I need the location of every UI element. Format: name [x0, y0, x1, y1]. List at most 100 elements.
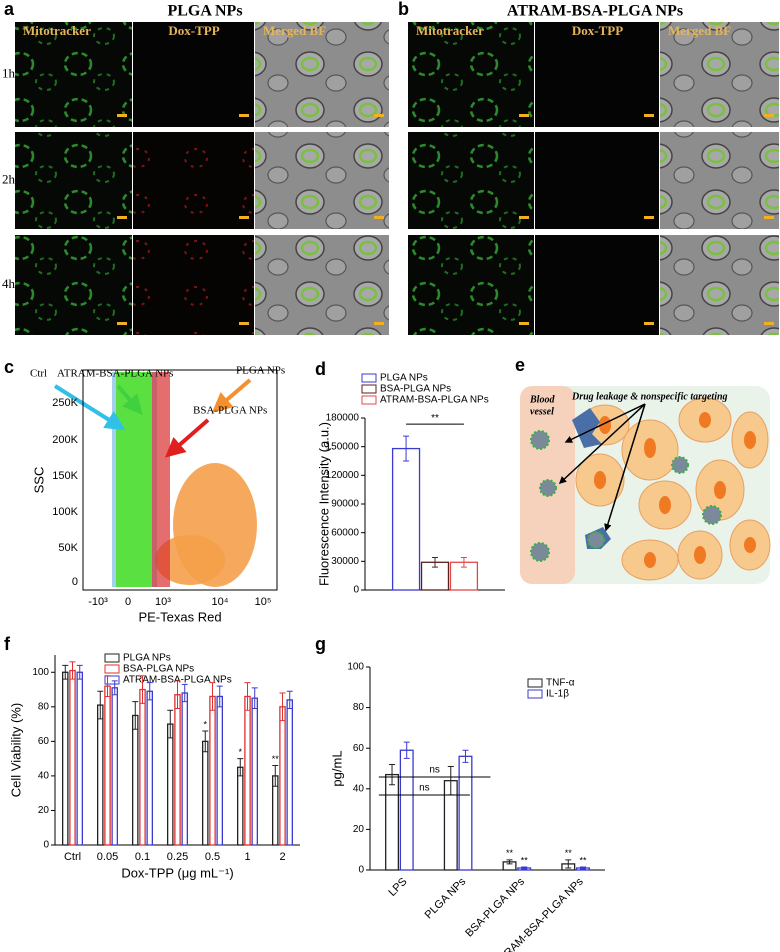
- x-tick-label: 0.25: [167, 851, 188, 863]
- x-tick-label: 0.05: [97, 851, 118, 863]
- legend-swatch: [527, 689, 543, 699]
- decoration: [644, 438, 656, 458]
- micrograph: [133, 132, 254, 229]
- decoration: [604, 403, 646, 532]
- error-bar: [251, 687, 258, 710]
- x-tick-label: 1: [244, 851, 250, 863]
- error-bar: [139, 675, 146, 704]
- significance: *: [239, 747, 243, 757]
- panel-letter: e: [515, 355, 525, 375]
- diagram-label: vessel: [530, 406, 554, 417]
- bar: [111, 687, 119, 846]
- legend-label: BSA-PLGA NPs: [123, 664, 194, 675]
- y-tick-label: 100: [32, 667, 49, 678]
- annotation: ATRAM-BSA-PLGA NPs: [57, 368, 173, 380]
- error-bar: [403, 741, 410, 759]
- error-bar: [237, 758, 244, 777]
- y-tick-label: 20: [353, 824, 365, 835]
- decoration: [530, 430, 550, 450]
- micrograph: [408, 132, 534, 229]
- scale-bar: [117, 114, 127, 117]
- y-axis-label: SSC: [31, 467, 46, 494]
- annotation: BSA-PLGA NPs: [193, 405, 267, 417]
- scale-bar: [239, 114, 249, 117]
- error-bar: [244, 682, 251, 711]
- error-bar: [209, 682, 216, 711]
- error-bar: [111, 680, 118, 696]
- x-axis-label: PE-Texas Red: [138, 609, 221, 624]
- bar: [385, 773, 400, 871]
- y-tick-label: 30000: [331, 556, 359, 567]
- y-tick-label: 0: [353, 585, 359, 596]
- bar: [279, 706, 286, 846]
- decoration: [714, 481, 726, 499]
- y-tick-label: 100: [347, 662, 364, 673]
- scale-bar: [239, 216, 249, 219]
- bar: [244, 695, 251, 846]
- micrograph: [15, 22, 132, 127]
- scale-bar: [644, 322, 654, 325]
- legend-swatch: [104, 653, 120, 663]
- legend-swatch: [104, 664, 120, 674]
- y-tick-label: 50K: [58, 542, 78, 554]
- decoration: [594, 412, 756, 568]
- error-bar: [216, 685, 223, 708]
- legend-label: TNF-α: [546, 678, 575, 689]
- error-bar: [403, 435, 410, 462]
- micrograph: [255, 132, 389, 229]
- decoration: [164, 418, 210, 458]
- flow-frame: [82, 369, 278, 591]
- y-tick-label: 180000: [326, 413, 360, 424]
- y-axis-label: Fluorescence Intensity (a.u.): [316, 422, 331, 586]
- legend-swatch: [361, 384, 377, 394]
- error-bar: [181, 683, 188, 703]
- decoration: [564, 403, 646, 443]
- legend-swatch: [361, 395, 377, 405]
- decoration: [155, 535, 225, 585]
- error-bar: [69, 661, 76, 680]
- legend-label: ATRAM-BSA-PLGA NPs: [123, 675, 232, 686]
- bar: [391, 447, 421, 591]
- row-label: 4h: [2, 276, 16, 291]
- legend-label: BSA-PLGA NPs: [380, 384, 451, 395]
- panel-letter: b: [398, 0, 409, 19]
- bar: [166, 723, 174, 846]
- bar: [146, 690, 154, 846]
- error-bar: [167, 709, 174, 739]
- decoration: [594, 471, 606, 489]
- bar: [286, 699, 294, 846]
- error-bar: [174, 680, 181, 710]
- diagram-caption: Drug leakage & nonspecific targeting: [571, 391, 728, 402]
- panel-title: ATRAM-BSA-PLGA NPs: [507, 3, 683, 20]
- panel-letter: g: [315, 634, 326, 654]
- significance: **: [579, 855, 587, 865]
- significance: **: [272, 754, 280, 764]
- error-bar: [132, 701, 139, 730]
- legend-swatch: [104, 675, 120, 685]
- decoration: [53, 384, 126, 431]
- scale-bar: [117, 216, 127, 219]
- significance: *: [204, 719, 208, 729]
- x-tick-label: PLGA NPs: [423, 875, 469, 921]
- bar: [236, 766, 244, 846]
- bar: [216, 695, 224, 846]
- bar: [104, 685, 111, 846]
- y-tick-label: 120000: [326, 470, 360, 481]
- x-tick-label: 2: [279, 851, 285, 863]
- error-bar: [579, 866, 586, 870]
- decoration: [211, 378, 252, 413]
- decoration: [572, 408, 602, 448]
- scale-bar: [519, 114, 529, 117]
- column-header: Merged BF: [263, 23, 326, 38]
- bar: [209, 695, 216, 846]
- micrograph: [660, 235, 779, 335]
- y-tick-label: 40: [38, 771, 50, 782]
- scale-bar: [764, 322, 774, 325]
- bar: [181, 692, 189, 846]
- error-bar: [521, 866, 528, 870]
- x-tick-label: -10³: [88, 596, 108, 608]
- flow-arrows: [53, 378, 252, 458]
- x-tick-label: 10⁴: [212, 596, 229, 608]
